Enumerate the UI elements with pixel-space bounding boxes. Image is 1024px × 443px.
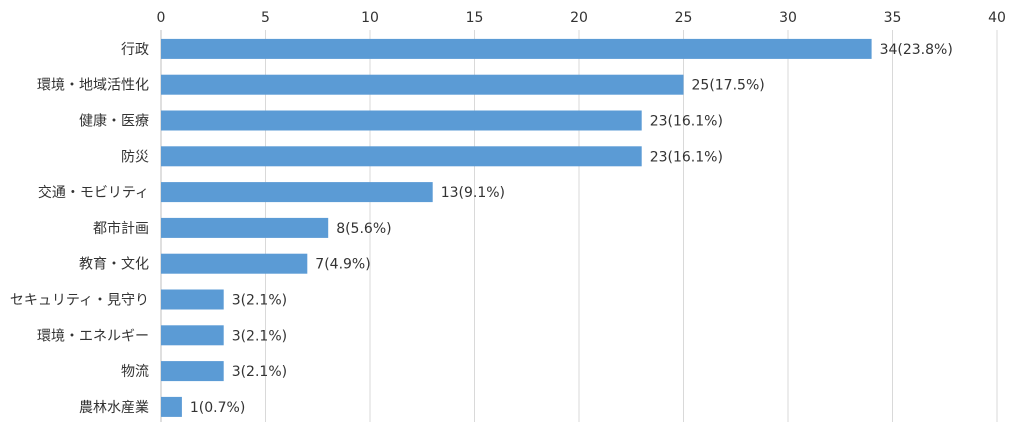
x-tick-label: 20 (570, 10, 588, 26)
data-label: 25(17.5%) (692, 78, 765, 94)
data-label: 8(5.6%) (336, 221, 391, 237)
data-label: 23(16.1%) (650, 149, 723, 165)
data-label: 34(23.8%) (880, 42, 953, 58)
x-tick-label: 35 (884, 10, 902, 26)
x-tick-label: 15 (466, 10, 484, 26)
category-label: 教育・文化 (79, 257, 149, 273)
bar (161, 38, 872, 59)
data-label: 7(4.9%) (315, 257, 370, 273)
category-label: 行政 (121, 42, 149, 58)
bar (161, 182, 433, 203)
bar (161, 74, 684, 95)
category-label: 健康・医療 (79, 113, 149, 130)
x-tick-label: 25 (675, 10, 693, 26)
data-label: 1(0.7%) (190, 400, 245, 416)
bars (161, 38, 872, 417)
category-label: 防災 (121, 149, 149, 165)
data-label: 3(2.1%) (232, 328, 287, 344)
category-label: 物流 (121, 364, 149, 380)
x-tick-label: 30 (779, 10, 797, 26)
category-label: 交通・モビリティ (38, 184, 149, 201)
category-label: 環境・エネルギー (37, 328, 149, 344)
x-tick-label: 40 (988, 10, 1006, 26)
x-tick-label: 0 (157, 10, 166, 26)
x-tick-label: 10 (361, 10, 379, 26)
bar (161, 361, 224, 382)
category-label: 都市計画 (93, 220, 149, 237)
data-label: 3(2.1%) (232, 364, 287, 380)
grid-layer (160, 30, 998, 422)
category-label: 環境・地域活性化 (37, 78, 149, 94)
x-tick-label: 5 (261, 10, 270, 26)
category-label: セキュリティ・見守り (10, 293, 149, 309)
data-label: 23(16.1%) (650, 114, 723, 130)
bar (161, 396, 182, 417)
category-label: 農林水産業 (79, 400, 149, 416)
data-label: 3(2.1%) (232, 293, 287, 309)
bar (161, 289, 224, 310)
bar (161, 325, 224, 346)
bar (161, 110, 642, 131)
data-labels: 34(23.8%) 25(17.5%) 23(16.1%) 23(16.1%) 13(9… (190, 42, 953, 416)
bar (161, 217, 329, 238)
x-axis-ticks: 0 5 10 15 20 25 30 35 40 (157, 10, 1006, 26)
bar (161, 146, 642, 167)
category-labels: 行政環境・地域活性化健康・医療防災交通・モビリティ都市計画教育・文化セキュリティ… (10, 42, 149, 416)
bar (161, 253, 308, 274)
data-label: 13(9.1%) (441, 185, 505, 201)
